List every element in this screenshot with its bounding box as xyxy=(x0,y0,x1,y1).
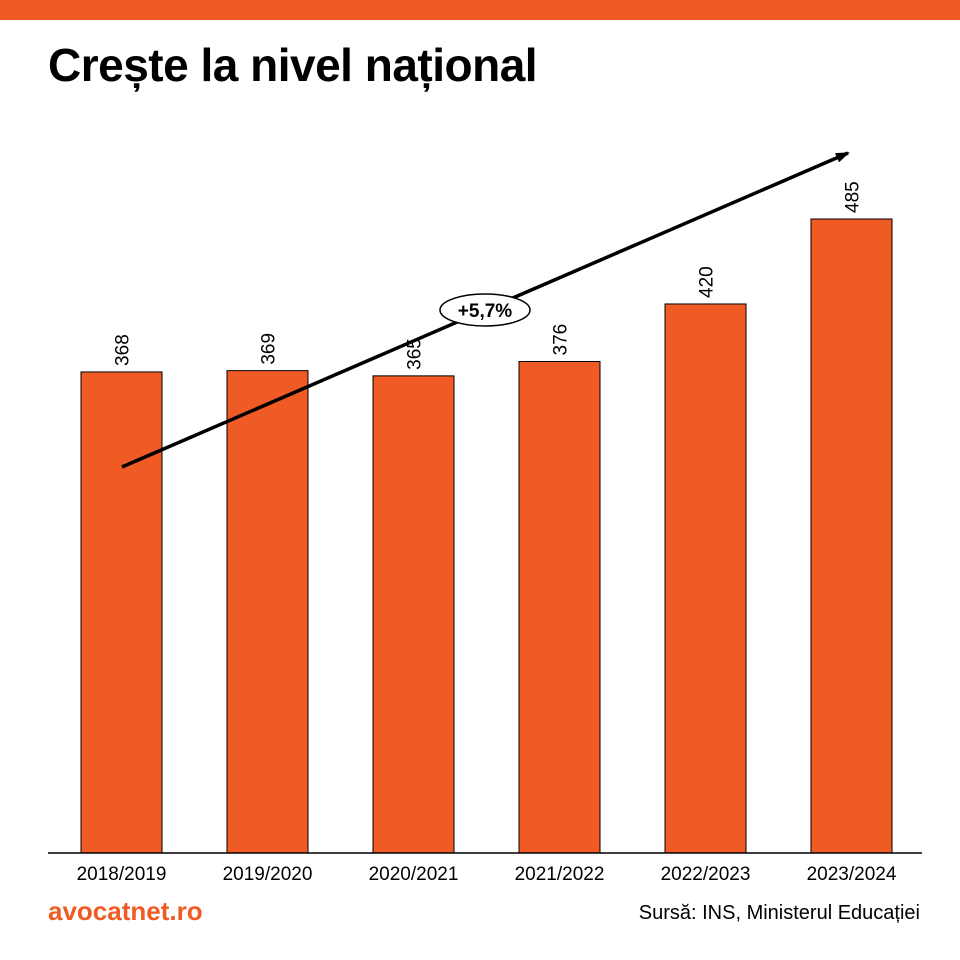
value-label: 420 xyxy=(697,266,718,298)
value-label: 365 xyxy=(405,338,426,370)
growth-label: +5,7% xyxy=(458,301,513,322)
bar-2021-2022 xyxy=(518,360,601,854)
page-title: Crește la nivel național xyxy=(48,39,538,91)
value-label: 485 xyxy=(843,181,864,213)
top-accent-bar xyxy=(0,0,960,20)
value-label: 368 xyxy=(113,334,134,366)
bar-2020-2021 xyxy=(372,375,455,854)
bar-2022-2023 xyxy=(664,303,747,854)
bar-2018-2019 xyxy=(80,371,163,854)
x-tick-label: 2023/2024 xyxy=(807,864,897,880)
x-tick-label: 2020/2021 xyxy=(369,864,459,880)
bar-chart: 368 369 365 376 420 485 2018/2019 2019/2020 202… xyxy=(48,151,922,880)
growth-annotation: +5,7% xyxy=(439,293,531,327)
bar-2023-2024 xyxy=(810,218,893,854)
x-tick-label: 2021/2022 xyxy=(515,864,605,880)
source-note: Sursă: INS, Ministerul Educației xyxy=(638,902,920,924)
value-label: 376 xyxy=(551,324,572,356)
x-tick-label: 2018/2019 xyxy=(77,864,167,880)
bar-2019-2020 xyxy=(226,370,309,854)
value-label: 369 xyxy=(259,333,280,365)
x-tick-label: 2019/2020 xyxy=(223,864,313,880)
x-tick-label: 2022/2023 xyxy=(661,864,751,880)
brand-logo-text: avocatnet.ro xyxy=(48,896,203,926)
